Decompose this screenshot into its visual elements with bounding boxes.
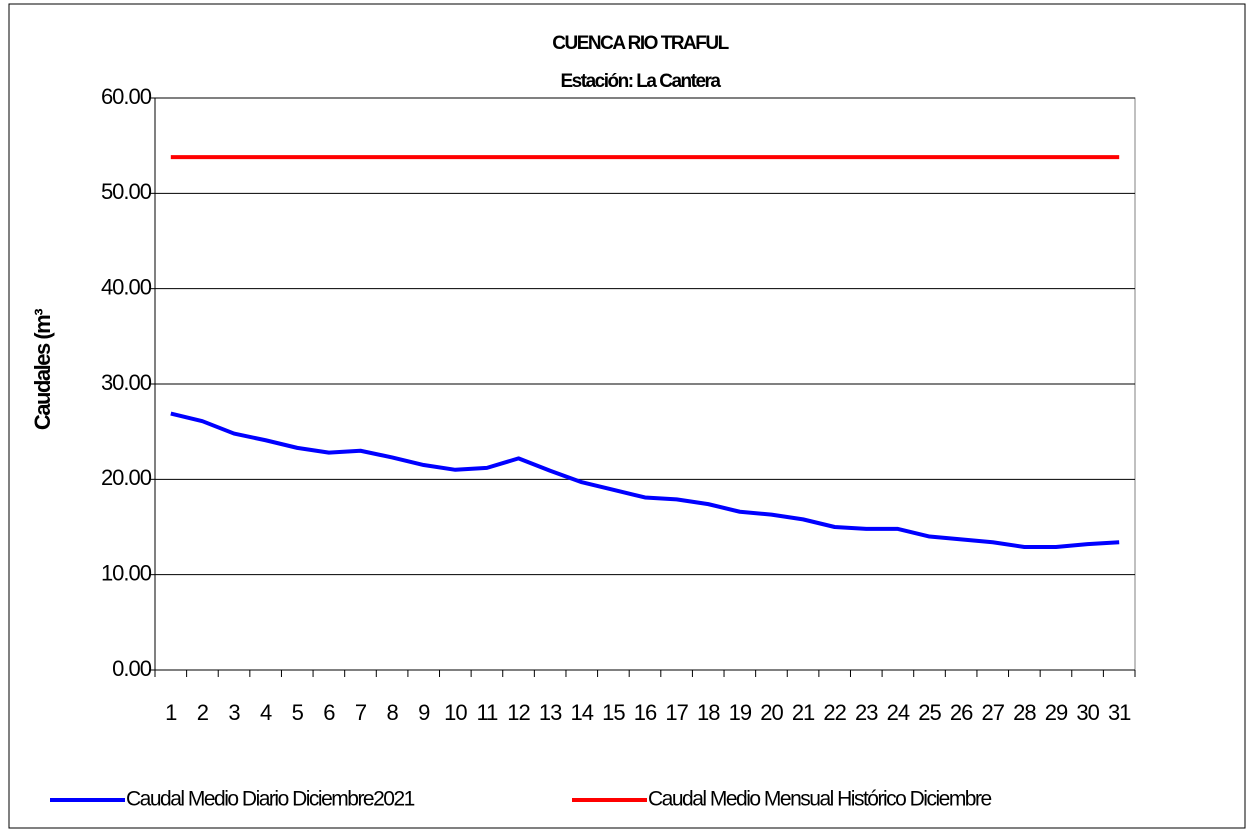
chart-subtitle: Estación: La Cantera xyxy=(561,71,722,92)
x-tick-label: 20 xyxy=(760,700,783,725)
y-tick-label: 60.00 xyxy=(101,84,152,109)
x-tick-label: 29 xyxy=(1045,700,1068,725)
x-tick-label: 16 xyxy=(634,700,657,725)
x-tick-label: 19 xyxy=(729,700,752,725)
series-line xyxy=(170,411,1120,550)
x-tick-label: 28 xyxy=(1013,700,1036,725)
x-tick-label: 10 xyxy=(444,700,467,725)
x-tick-label: 17 xyxy=(665,700,688,725)
x-tick-label: 7 xyxy=(355,700,367,725)
y-tick-label: 10.00 xyxy=(101,560,152,585)
y-tick-label: 20.00 xyxy=(101,465,152,490)
legend-label: Caudal Medio Diario Diciembre2021 xyxy=(126,788,415,811)
x-tick-label: 1 xyxy=(165,700,177,725)
x-tick-label: 27 xyxy=(981,700,1004,725)
y-tick-label: 50.00 xyxy=(101,179,152,204)
x-tick-label: 18 xyxy=(697,700,720,725)
x-tick-label: 22 xyxy=(823,700,846,725)
x-tick-label: 8 xyxy=(386,700,398,725)
y-tick-label: 40.00 xyxy=(101,274,152,299)
x-tick-label: 25 xyxy=(918,700,941,725)
x-tick-label: 3 xyxy=(228,700,240,725)
x-tick-label: 9 xyxy=(418,700,430,725)
x-tick-label: 24 xyxy=(887,700,910,725)
y-tick-label: 0.00 xyxy=(112,656,152,681)
x-tick-label: 4 xyxy=(260,700,272,725)
x-tick-label: 2 xyxy=(197,700,209,725)
x-tick-label: 13 xyxy=(539,700,562,725)
y-tick-label: 30.00 xyxy=(101,370,152,395)
x-tick-label: 23 xyxy=(855,700,878,725)
y-axis-label: Caudales (m³ xyxy=(30,309,55,430)
chart-title: CUENCA RIO TRAFUL xyxy=(552,33,729,54)
legend-label: Caudal Medio Mensual Histórico Diciembre xyxy=(648,788,991,811)
x-tick-label: 26 xyxy=(950,700,973,725)
x-tick-label: 30 xyxy=(1076,700,1099,725)
x-tick-label: 14 xyxy=(571,700,594,725)
x-tick-label: 15 xyxy=(602,700,625,725)
x-tick-label: 6 xyxy=(323,700,335,725)
x-tick-label: 11 xyxy=(477,700,499,725)
x-tick-label: 12 xyxy=(507,700,530,725)
x-tick-label: 31 xyxy=(1108,700,1131,725)
x-tick-label: 5 xyxy=(292,700,304,725)
x-tick-label: 21 xyxy=(792,700,815,725)
